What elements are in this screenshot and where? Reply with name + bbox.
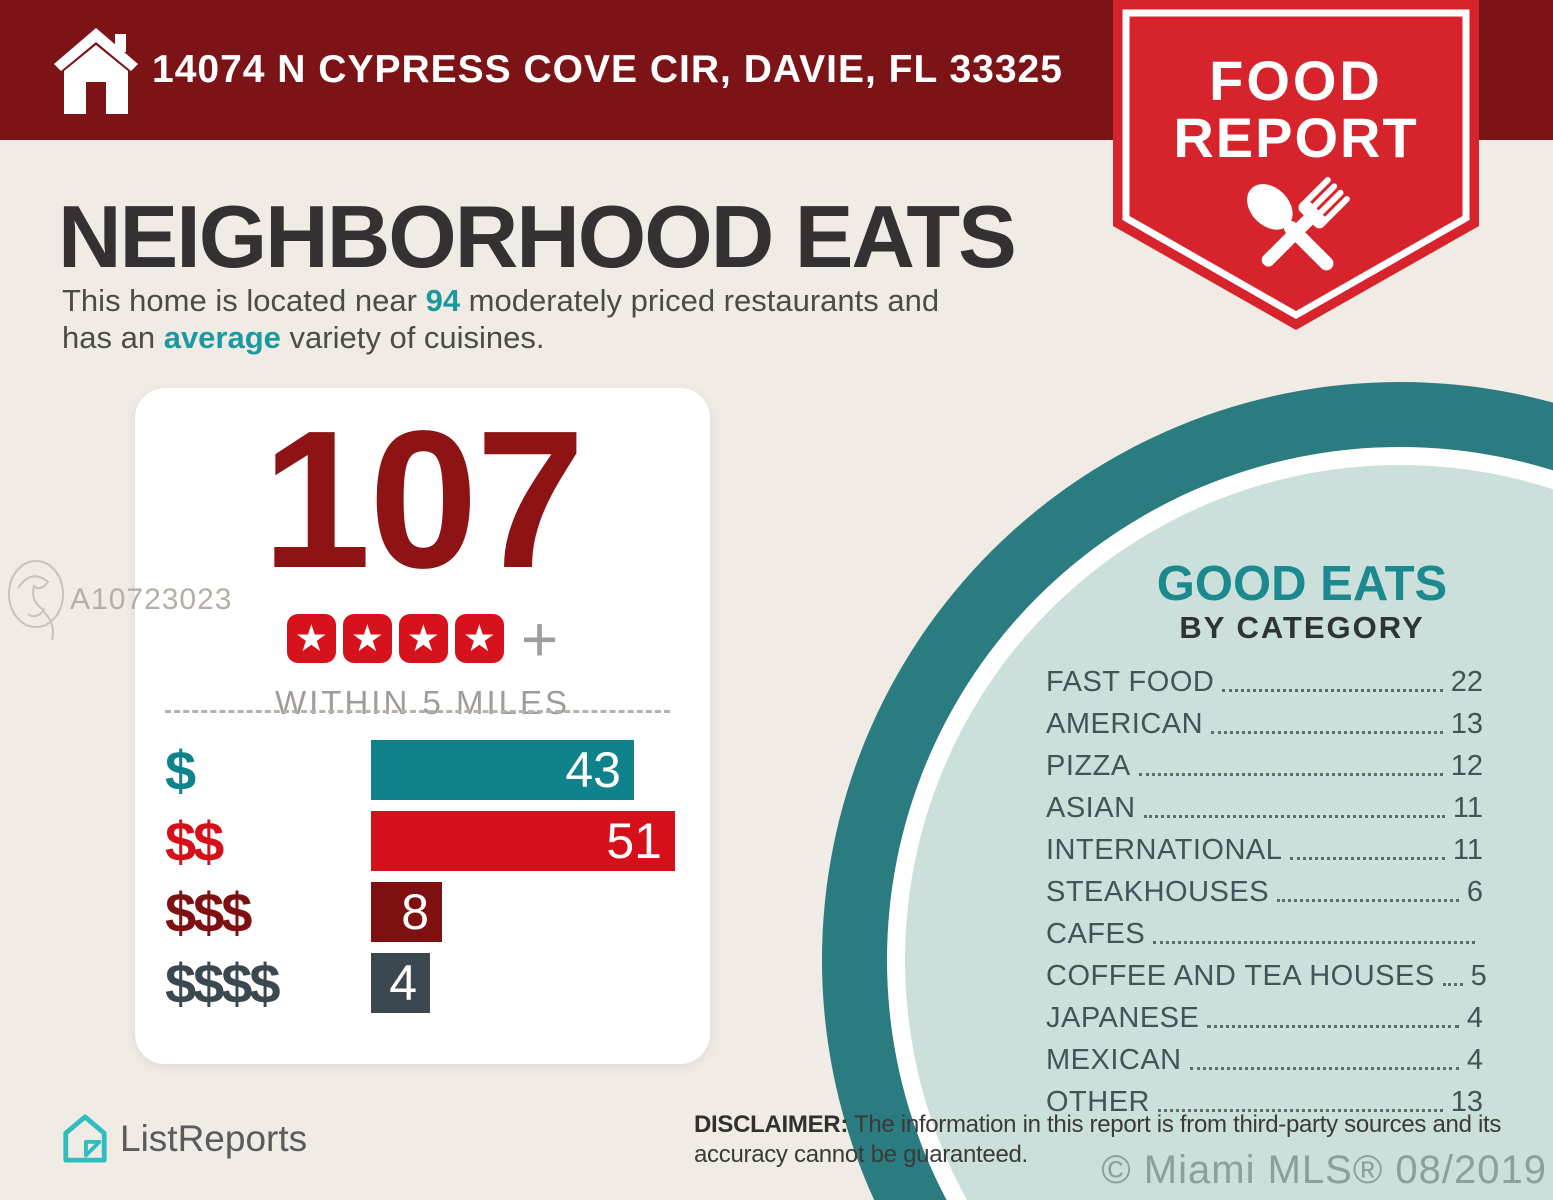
price-tier-bar: 4 <box>371 953 430 1013</box>
category-label: JAPANESE <box>1046 1002 1200 1034</box>
category-row: INTERNATIONAL 11 <box>1046 836 1483 865</box>
restaurant-count-highlight: 94 <box>425 283 461 318</box>
star-icon: ★ <box>454 614 504 663</box>
category-row: ASIAN 11 <box>1046 794 1483 823</box>
category-row: PIZZA 12 <box>1046 752 1483 781</box>
page-title: NEIGHBORHOOD EATS <box>58 187 1017 286</box>
category-label: FAST FOOD <box>1046 666 1215 698</box>
price-tier-label: $$$ <box>165 880 252 944</box>
category-label: COFFEE AND TEA HOUSES <box>1046 960 1435 992</box>
price-tier-label: $ <box>165 738 196 802</box>
dotted-leader <box>1211 731 1443 734</box>
dashed-divider <box>165 710 670 713</box>
category-label: PIZZA <box>1046 750 1131 782</box>
mls-watermark: A10723023 <box>6 558 233 642</box>
category-value: 13 <box>1450 1086 1483 1118</box>
category-row: STEAKHOUSES 6 <box>1046 878 1483 907</box>
good-eats-title: GOOD EATS <box>1156 557 1448 611</box>
food-report-ribbon: FOOD REPORT <box>1113 0 1479 330</box>
spoon-fork-icon <box>1247 176 1350 271</box>
radius-label: WITHIN 5 MILES <box>274 684 571 721</box>
category-label: MEXICAN <box>1046 1044 1182 1076</box>
dotted-leader <box>1277 899 1459 902</box>
price-tier-value: 8 <box>401 884 429 940</box>
house-icon <box>54 28 138 114</box>
price-tier-label: $$$$ <box>165 951 281 1015</box>
star-icon: ★ <box>342 614 392 663</box>
dotted-leader <box>1189 1067 1459 1070</box>
category-row: COFFEE AND TEA HOUSES 5 <box>1046 960 1487 992</box>
star-icon: ★ <box>398 614 448 663</box>
category-value: 11 <box>1452 834 1483 866</box>
dotted-leader <box>1442 983 1463 986</box>
category-row: FAST FOOD 22 <box>1046 668 1483 697</box>
price-tier-value: 43 <box>565 742 621 798</box>
category-label: CAFES <box>1046 918 1146 950</box>
category-row: MEXICAN 4 <box>1046 1046 1483 1075</box>
dotted-leader <box>1207 1025 1459 1028</box>
category-value: 22 <box>1450 666 1483 698</box>
category-row: AMERICAN 13 <box>1046 710 1483 739</box>
listing-id: A10723023 <box>70 583 233 616</box>
price-tier-row: $43 <box>165 738 682 802</box>
star-rating: ★ ★ ★ ★ + <box>135 602 710 675</box>
price-tier-bar: 43 <box>371 740 634 800</box>
category-label: ASIAN <box>1046 792 1136 824</box>
intro-line2: has an average variety of cuisines. <box>62 320 545 355</box>
category-value: 6 <box>1466 876 1483 908</box>
category-value: 5 <box>1470 960 1487 992</box>
total-restaurant-count: 107 <box>261 390 585 609</box>
mls-watermark-logo <box>8 560 64 641</box>
listreports-house-icon <box>63 1114 107 1163</box>
category-label: AMERICAN <box>1046 708 1204 740</box>
price-tier-chart: $43 $$ 51 $$$ 8 $$$$ 4 <box>165 738 682 1024</box>
category-value: 13 <box>1450 708 1483 740</box>
price-tier-value: 4 <box>389 955 417 1011</box>
property-address: 14074 N CYPRESS COVE CIR, DAVIE, FL 3332… <box>152 48 1063 91</box>
category-value: 12 <box>1450 750 1483 782</box>
dotted-leader <box>1143 815 1445 818</box>
category-value: 11 <box>1452 792 1483 824</box>
listreports-logo: ListReports <box>60 1112 307 1166</box>
category-label: OTHER <box>1046 1086 1150 1118</box>
listreports-wordmark: ListReports <box>120 1118 308 1159</box>
price-tier-label: $$ <box>165 809 224 873</box>
category-row: OTHER 13 <box>1046 1088 1483 1117</box>
ribbon-line2: REPORT <box>1173 106 1418 169</box>
price-tier-bar: 8 <box>371 882 442 942</box>
price-tier-bar: 51 <box>371 811 675 871</box>
dotted-leader <box>1158 1109 1443 1112</box>
price-tier-row: $$$$ 4 <box>165 951 682 1015</box>
dotted-leader <box>1138 773 1443 776</box>
plus-icon: + <box>520 602 559 675</box>
category-row: CAFES <box>1046 920 1483 949</box>
category-value: 4 <box>1466 1044 1483 1076</box>
ribbon-line1: FOOD <box>1209 49 1383 112</box>
variety-highlight: average <box>163 320 281 355</box>
category-list: FAST FOOD 22 AMERICAN 13 PIZZA 12 ASIAN 11 INTER… <box>1046 668 1487 1130</box>
restaurant-summary-card: 107 ★ ★ ★ ★ + WITHIN 5 MILES $43 $$ 51 $$$ 8 $$$$… <box>135 388 710 1064</box>
price-tier-value: 51 <box>606 813 662 869</box>
dotted-leader <box>1222 689 1443 692</box>
category-value: 4 <box>1466 1002 1483 1034</box>
price-tier-row: $$$ 8 <box>165 880 682 944</box>
disclaimer-text: DISCLAIMER: The information in this repo… <box>694 1111 1502 1168</box>
good-eats-subtitle: BY CATEGORY <box>1179 610 1425 645</box>
price-tier-row: $$ 51 <box>165 809 682 873</box>
category-label: STEAKHOUSES <box>1046 876 1270 908</box>
ribbon-shape <box>1113 0 1479 330</box>
dotted-leader <box>1290 857 1445 860</box>
category-row: JAPANESE 4 <box>1046 1004 1483 1033</box>
copyright-watermark: © Miami MLS® 08/2019 <box>1101 1148 1547 1192</box>
dotted-leader <box>1153 941 1475 944</box>
intro-paragraph: This home is located near 94 moderately … <box>62 282 939 356</box>
intro-line1: This home is located near 94 moderately … <box>62 283 940 318</box>
star-icon: ★ <box>286 614 336 663</box>
category-label: INTERNATIONAL <box>1046 834 1283 866</box>
